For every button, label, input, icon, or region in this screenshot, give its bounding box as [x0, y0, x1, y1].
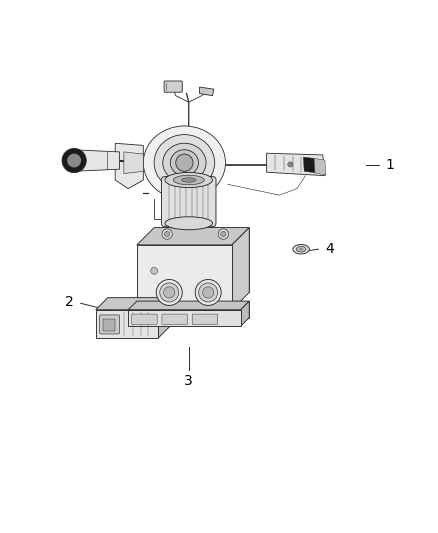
- FancyBboxPatch shape: [162, 176, 216, 227]
- Text: 1: 1: [385, 158, 394, 172]
- Circle shape: [199, 283, 218, 302]
- Polygon shape: [159, 297, 170, 338]
- Circle shape: [165, 231, 170, 237]
- FancyBboxPatch shape: [154, 228, 249, 293]
- Polygon shape: [240, 301, 249, 326]
- FancyBboxPatch shape: [137, 301, 249, 318]
- Text: 3: 3: [184, 374, 193, 387]
- Ellipse shape: [154, 135, 215, 191]
- FancyBboxPatch shape: [108, 297, 170, 326]
- Ellipse shape: [173, 175, 204, 185]
- FancyBboxPatch shape: [128, 310, 240, 326]
- Ellipse shape: [182, 178, 196, 182]
- FancyBboxPatch shape: [96, 310, 159, 338]
- FancyBboxPatch shape: [132, 314, 157, 325]
- Text: 4: 4: [325, 242, 334, 256]
- Circle shape: [221, 231, 226, 237]
- Ellipse shape: [165, 173, 212, 188]
- Circle shape: [151, 268, 158, 274]
- Circle shape: [202, 287, 214, 298]
- Ellipse shape: [170, 150, 198, 176]
- FancyBboxPatch shape: [100, 315, 120, 334]
- Text: 2: 2: [65, 295, 74, 309]
- Polygon shape: [200, 87, 214, 96]
- Circle shape: [162, 229, 172, 239]
- Polygon shape: [304, 157, 315, 173]
- FancyBboxPatch shape: [192, 314, 218, 325]
- Polygon shape: [314, 158, 326, 175]
- FancyBboxPatch shape: [103, 319, 115, 330]
- Polygon shape: [128, 301, 249, 310]
- Circle shape: [164, 287, 175, 298]
- Ellipse shape: [165, 217, 212, 230]
- Polygon shape: [124, 152, 143, 174]
- Circle shape: [176, 154, 193, 172]
- Circle shape: [288, 162, 293, 167]
- FancyBboxPatch shape: [162, 314, 187, 325]
- Polygon shape: [96, 297, 170, 310]
- Circle shape: [160, 283, 179, 302]
- Ellipse shape: [163, 143, 206, 182]
- Ellipse shape: [143, 126, 226, 199]
- Circle shape: [67, 154, 81, 167]
- Circle shape: [62, 149, 86, 173]
- Ellipse shape: [293, 245, 309, 254]
- Polygon shape: [137, 228, 249, 245]
- FancyBboxPatch shape: [137, 245, 232, 310]
- Polygon shape: [267, 153, 325, 176]
- Circle shape: [195, 279, 221, 305]
- Polygon shape: [67, 150, 120, 172]
- FancyBboxPatch shape: [164, 81, 182, 92]
- Ellipse shape: [299, 248, 304, 251]
- Circle shape: [156, 279, 182, 305]
- Polygon shape: [232, 228, 249, 310]
- Circle shape: [218, 229, 229, 239]
- Polygon shape: [115, 143, 143, 189]
- Ellipse shape: [297, 246, 306, 252]
